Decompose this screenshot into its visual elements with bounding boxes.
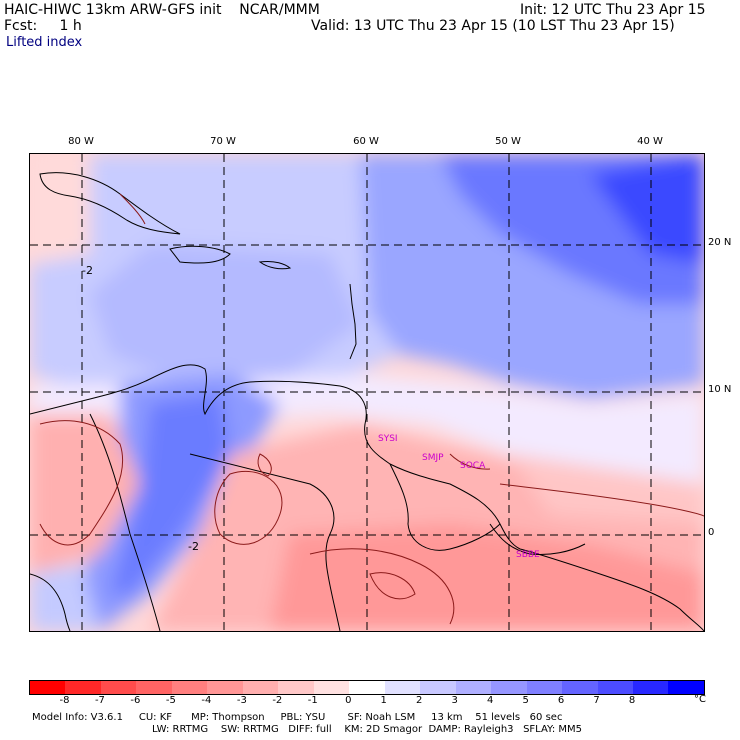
contour-label-1: -2 <box>82 264 93 277</box>
station-sysi: SYSI <box>378 434 398 444</box>
color-scale-label: 1 <box>380 695 387 706</box>
color-scale-label: 6 <box>557 695 565 706</box>
model-info-line2: LW: RRTMG SW: RRTMG DIFF: full KM: 2D Sm… <box>152 724 582 735</box>
color-scale-label: -3 <box>236 695 247 706</box>
color-scale-segment <box>100 681 137 694</box>
color-scale-segment <box>242 681 279 694</box>
color-scale-segment <box>491 681 527 694</box>
color-scale-segment <box>207 681 243 694</box>
color-scale-segment <box>562 681 598 694</box>
graticule <box>30 154 704 631</box>
color-scale-label: 0 <box>345 695 352 706</box>
map-canvas: -2 -2 SYSI SMJP SOCA SBBE <box>30 154 704 631</box>
color-scale-label: 3 <box>451 695 458 706</box>
color-scale-label: 2 <box>416 695 423 706</box>
color-scale-label: -1 <box>307 695 318 706</box>
color-scale-segment <box>455 681 492 694</box>
color-scale-label: 5 <box>522 695 529 706</box>
lon-label-50w: 50 W <box>495 136 521 147</box>
color-scale-label: -5 <box>165 695 176 706</box>
station-smjp: SMJP <box>422 453 444 463</box>
color-scale-segment <box>30 681 66 694</box>
color-scale-label: -7 <box>94 695 105 706</box>
color-scale-segment <box>349 681 385 694</box>
color-scale-label: -4 <box>201 695 212 706</box>
lon-label-40w: 40 W <box>637 136 663 147</box>
field-name: Lifted index <box>6 35 83 50</box>
plot-title: HAIC-HIWC 13km ARW-GFS init NCAR/MMM <box>4 2 320 18</box>
lon-label-60w: 60 W <box>353 136 379 147</box>
color-scale-segment <box>597 681 633 694</box>
color-scale-label: -8 <box>59 695 70 706</box>
color-scale-segment <box>171 681 208 694</box>
color-scale-unit: °C <box>694 694 706 705</box>
lat-label-10n: 10 N <box>708 384 732 395</box>
lat-label-0: 0 <box>708 527 715 538</box>
model-info-line1: Model Info: V3.6.1 CU: KF MP: Thompson P… <box>32 712 563 723</box>
forecast-hour: Fcst: 1 h <box>4 18 82 34</box>
station-soca: SOCA <box>460 461 486 471</box>
lifted-index-map: -2 -2 SYSI SMJP SOCA SBBE <box>29 153 705 632</box>
station-sbbe: SBBE <box>516 550 540 560</box>
color-scale-label: -6 <box>130 695 141 706</box>
coastlines <box>30 172 704 631</box>
color-scale-segment <box>136 681 172 694</box>
color-scale-bar <box>29 680 705 695</box>
station-labels: SYSI SMJP SOCA SBBE <box>378 434 540 560</box>
color-scale-label: 4 <box>486 695 494 706</box>
color-scale-segment <box>313 681 350 694</box>
color-scale-segment <box>278 681 314 694</box>
color-scale-label: 7 <box>593 695 600 706</box>
init-time: Init: 12 UTC Thu 23 Apr 15 <box>520 2 706 18</box>
valid-time: Valid: 13 UTC Thu 23 Apr 15 (10 LST Thu … <box>311 18 675 34</box>
color-scale-segment <box>420 681 456 694</box>
color-scale-segment <box>65 681 101 694</box>
color-scale-segment <box>526 681 563 694</box>
lon-label-70w: 70 W <box>210 136 236 147</box>
color-scale-segment <box>384 681 421 694</box>
lat-label-20n: 20 N <box>708 237 732 248</box>
color-scale-segment <box>632 681 669 694</box>
color-scale-label: -2 <box>272 695 283 706</box>
lon-label-80w: 80 W <box>68 136 94 147</box>
color-scale-label: 8 <box>628 695 636 706</box>
contour-label-2: -2 <box>188 540 199 553</box>
contours <box>39 193 704 625</box>
color-scale-segment <box>668 681 704 694</box>
